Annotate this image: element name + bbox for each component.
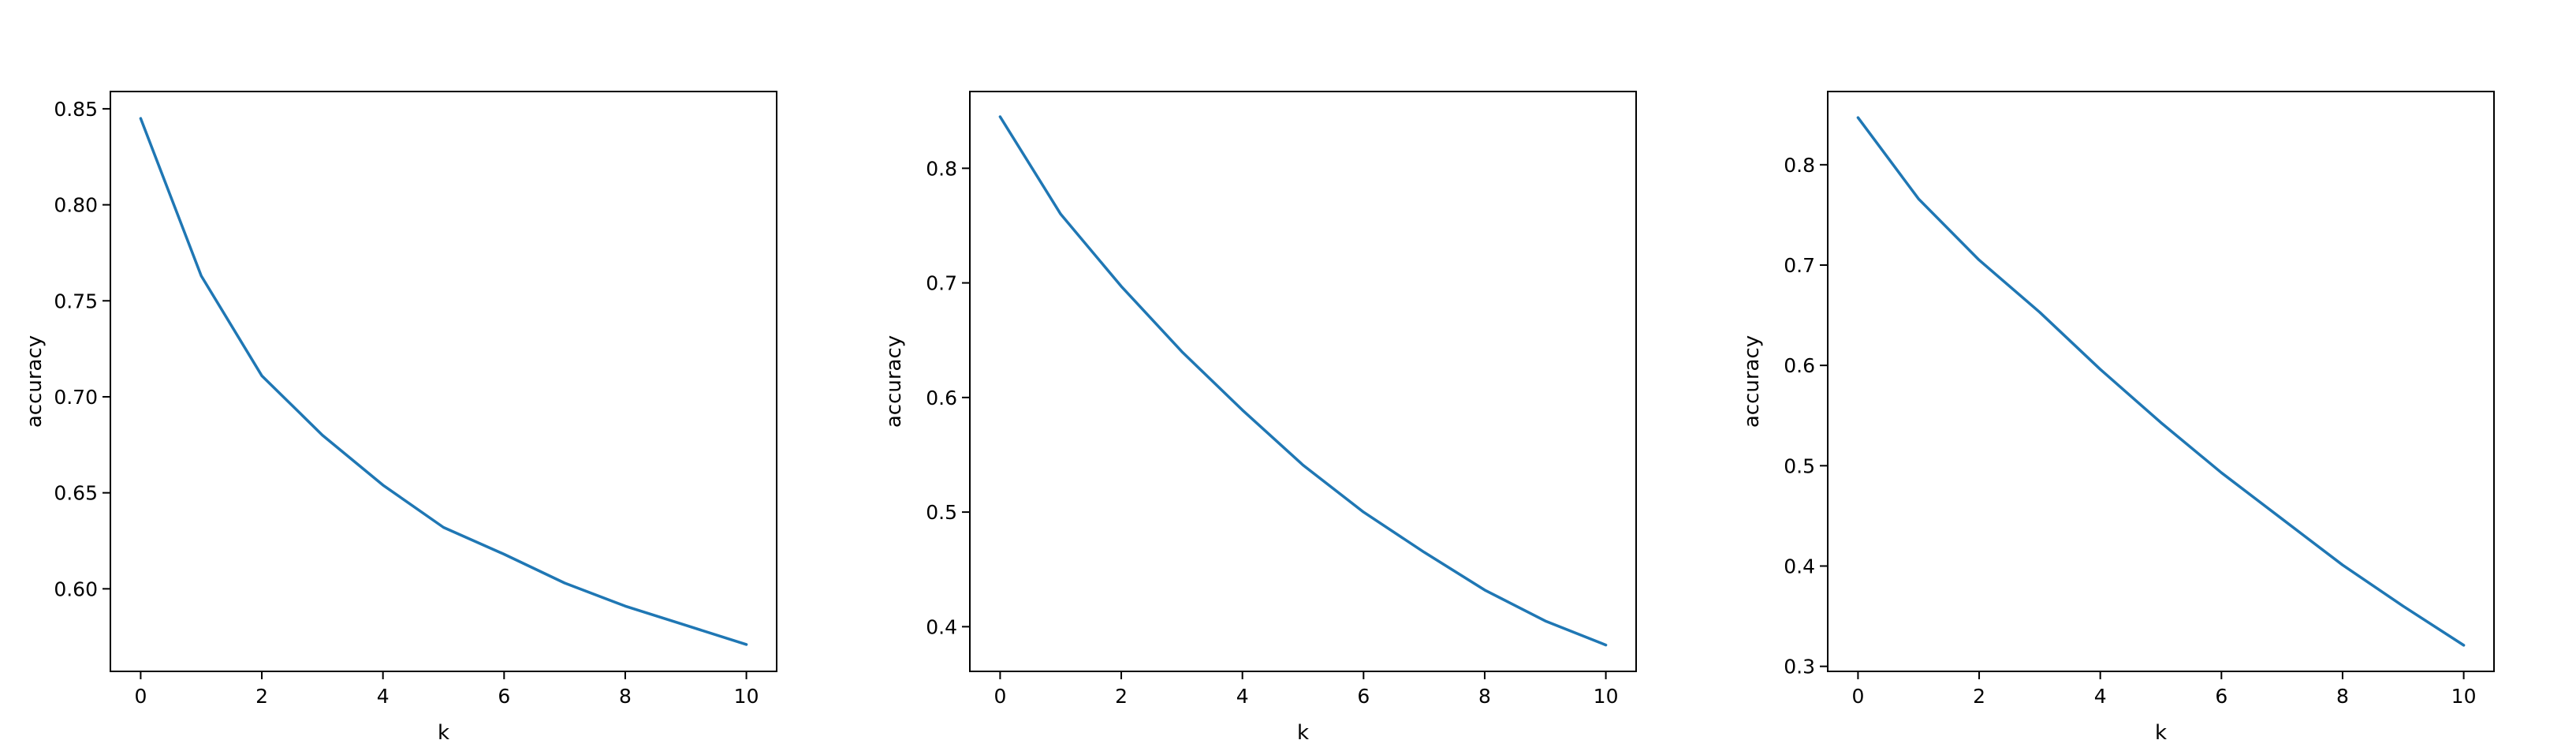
data-point [382,484,385,487]
y-tick-label: 0.60 [54,577,98,600]
data-point [1483,589,1486,592]
y-tick-label: 0.75 [54,290,98,312]
data-point [1241,409,1244,412]
y-tick-label: 0.70 [54,386,98,409]
data-point [1302,464,1305,467]
x-tick-label: 8 [619,685,632,708]
data-point [1544,619,1547,622]
y-tick-label: 0.85 [54,98,98,121]
data-point [624,604,627,607]
data-point [1917,197,1920,200]
x-tick-label: 4 [377,685,390,708]
chart-panel-1: 0 2 4 6 8 10 0.60 0.65 0.70 0.75 0.80 0.85 k accuracy [23,91,777,745]
data-point [321,434,324,437]
y-tick-label: 0.65 [54,482,98,505]
data-point [2341,563,2344,566]
y-axis-label: accuracy [1740,335,1764,428]
data-point [260,374,263,377]
x-tick-label: 8 [1478,685,1491,708]
data-point [745,643,748,646]
x-tick-label: 4 [1236,685,1249,708]
chart-panel-2: 0 2 4 6 8 10 0.4 0.5 0.6 0.7 0.8 k accuracy [882,91,1637,745]
y-tick-label: 0.5 [926,501,957,524]
x-tick-label: 8 [2336,685,2349,708]
y-tick-label: 0.8 [926,157,957,180]
x-tick-label: 4 [2094,685,2107,708]
data-point [1978,259,1981,262]
x-tick-label: 0 [1851,685,1864,708]
y-axis-label: accuracy [23,335,47,428]
chart-panel-3: 0 2 4 6 8 10 0.3 0.4 0.5 0.6 0.7 0.8 k accuracy [1740,91,2495,745]
data-point [998,115,1001,118]
series-line [998,115,1608,647]
x-tick-label: 10 [1594,685,1619,708]
x-tick-label: 10 [2451,685,2477,708]
data-point [2160,421,2163,424]
x-axis-label: k [438,721,449,745]
data-point [1605,644,1608,647]
x-tick-label: 2 [1973,685,1985,708]
data-point [442,526,445,529]
data-point [502,553,505,556]
y-tick-label: 0.5 [1784,454,1815,477]
x-tick-label: 6 [2215,685,2227,708]
plot-frame [1827,91,2495,672]
plot-frame [969,91,1637,672]
x-tick-label: 2 [255,685,268,708]
data-point [1362,510,1365,514]
x-tick-label: 10 [734,685,759,708]
y-tick-label: 0.4 [1784,555,1815,577]
y-tick-label: 0.80 [54,194,98,217]
x-tick-label: 6 [1357,685,1370,708]
x-tick-label: 0 [134,685,147,708]
x-axis-label: k [1297,721,1309,745]
x-tick-label: 2 [1115,685,1128,708]
x-tick-label: 0 [993,685,1006,708]
x-tick-label: 6 [498,685,510,708]
series-line [1856,116,2466,647]
data-point [2099,368,2102,371]
data-point [1422,551,1426,554]
data-point [2038,311,2041,314]
x-axis-label: k [2155,721,2167,745]
data-point [1120,285,1123,288]
data-point [199,275,203,278]
data-point [2462,644,2466,647]
data-point [1180,350,1184,353]
y-tick-label: 0.7 [926,272,957,295]
data-point [1856,116,1859,119]
y-tick-label: 0.4 [926,615,957,638]
data-point [2402,604,2405,607]
data-point [1059,212,1062,215]
data-point [2280,518,2283,521]
data-point [684,624,688,627]
y-tick-label: 0.6 [1784,354,1815,377]
plot-frame [110,91,777,672]
y-axis-label: accuracy [882,335,906,428]
data-point [563,581,566,585]
y-tick-label: 0.6 [926,387,957,409]
series-line [139,117,748,646]
y-tick-label: 0.3 [1784,656,1815,678]
y-tick-label: 0.8 [1784,154,1815,177]
y-tick-label: 0.7 [1784,254,1815,277]
data-point [2220,471,2223,474]
data-point [139,117,142,120]
